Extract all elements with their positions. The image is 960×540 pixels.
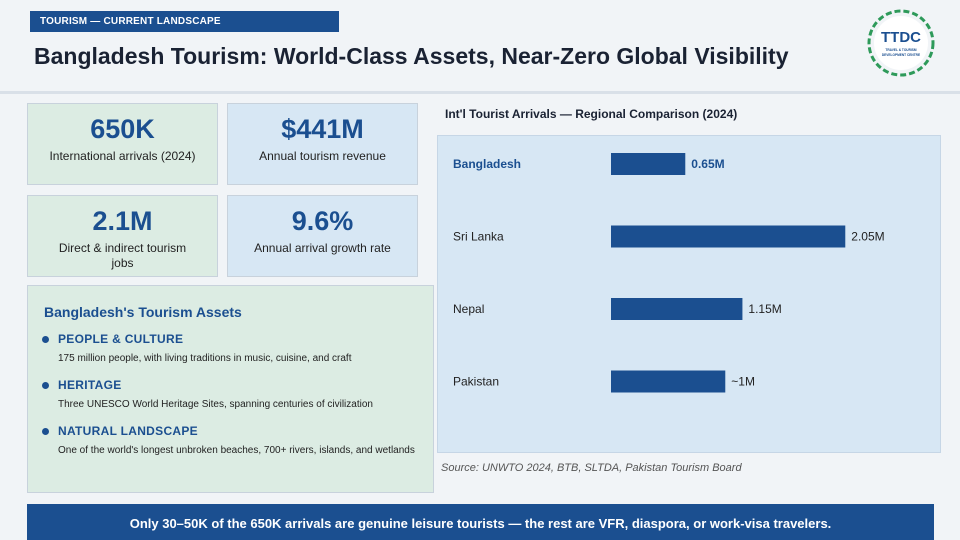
stat-label: International arrivals (2024) xyxy=(49,149,196,163)
asset-item-people-culture: PEOPLE & CULTURE 175 million people, wit… xyxy=(42,332,427,365)
logo-text: TTDC xyxy=(881,29,921,46)
chart-title: Int'l Tourist Arrivals — Regional Compar… xyxy=(445,107,738,121)
chart-source: Source: UNWTO 2024, BTB, SLTDA, Pakistan… xyxy=(441,462,742,474)
page-title: Bangladesh Tourism: World-Class Assets, … xyxy=(34,43,789,69)
asset-description: Three UNESCO World Heritage Sites, spann… xyxy=(58,399,373,410)
chart-panel: Bangladesh 0.65M Sri Lanka 2.05M Nepal 1.15M P… xyxy=(437,135,941,453)
chart-value-label: ~1M xyxy=(731,375,755,389)
stat-card-jobs: 2.1M Direct & indirect tourism jobs xyxy=(27,195,218,277)
chart-category-label: Bangladesh xyxy=(453,157,521,171)
asset-item-natural-landscape: NATURAL LANDSCAPE One of the world's lon… xyxy=(42,424,427,457)
stat-label: Annual tourism revenue xyxy=(259,149,386,163)
stat-label: Annual arrival growth rate xyxy=(254,241,391,255)
asset-item-heritage: HERITAGE Three UNESCO World Heritage Sit… xyxy=(42,378,427,411)
chart-bar xyxy=(611,225,846,248)
stat-value: 9.6% xyxy=(291,206,354,236)
tourism-assets-panel: Bangladesh's Tourism Assets PEOPLE & CUL… xyxy=(27,285,434,493)
asset-description: 175 million people, with living traditio… xyxy=(58,353,352,364)
chart-bar xyxy=(611,153,686,175)
chart-value-label: 2.05M xyxy=(851,230,884,244)
stat-card-revenue: $441M Annual tourism revenue xyxy=(227,103,418,185)
chart-category-label: Pakistan xyxy=(453,375,499,389)
asset-name: PEOPLE & CULTURE xyxy=(58,332,184,346)
header-divider xyxy=(0,91,960,94)
svg-text:TRAVEL & TOURISM: TRAVEL & TOURISM xyxy=(885,48,917,52)
stat-card-arrivals: 650K International arrivals (2024) xyxy=(27,103,218,185)
assets-title: Bangladesh's Tourism Assets xyxy=(44,304,242,320)
footer-banner: Only 30–50K of the 650K arrivals are gen… xyxy=(27,504,934,540)
section-tag: TOURISM — CURRENT LANDSCAPE xyxy=(30,11,339,32)
bullet-icon xyxy=(42,335,49,343)
chart-value-label: 1.15M xyxy=(748,302,781,316)
stat-value: $441M xyxy=(281,114,364,144)
asset-name: HERITAGE xyxy=(58,378,122,392)
chart-bar xyxy=(611,298,743,320)
arrivals-bar-chart: Bangladesh 0.65M Sri Lanka 2.05M Nepal 1.15M P… xyxy=(453,153,885,393)
chart-value-label: 0.65M xyxy=(691,157,724,171)
stat-value: 650K xyxy=(90,114,155,144)
stat-card-growth: 9.6% Annual arrival growth rate xyxy=(227,195,418,277)
chart-category-label: Nepal xyxy=(453,302,484,316)
ttdc-logo: TTDC TRAVEL & TOURISM DEVELOPMENT CENTRE xyxy=(867,9,935,77)
chart-category-label: Sri Lanka xyxy=(453,230,504,244)
asset-name: NATURAL LANDSCAPE xyxy=(58,424,198,438)
bullet-icon xyxy=(42,427,49,435)
chart-bar xyxy=(611,370,726,393)
svg-text:DEVELOPMENT CENTRE: DEVELOPMENT CENTRE xyxy=(882,53,920,57)
stat-value: 2.1M xyxy=(92,206,153,236)
asset-description: One of the world's longest unbroken beac… xyxy=(58,445,415,456)
stat-label: Direct & indirect tourism jobs xyxy=(58,241,187,270)
bullet-icon xyxy=(42,381,49,389)
